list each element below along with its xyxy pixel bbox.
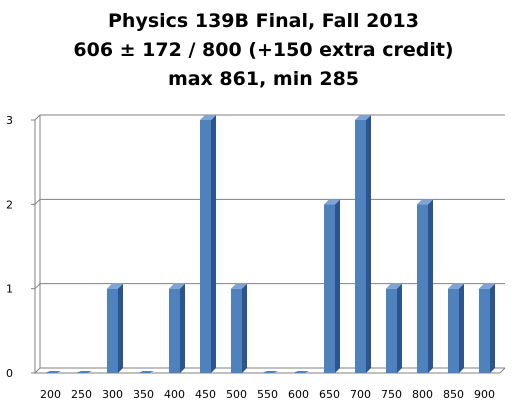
bar-flat-250 bbox=[76, 371, 92, 373]
y-tick-label: 1 bbox=[6, 283, 13, 296]
x-tick-labels: 200 250 300 350 400 450 500 550 600 650 700 750 800 8… bbox=[40, 388, 495, 401]
bar-top-850 bbox=[448, 283, 464, 289]
bar-flat-200 bbox=[45, 371, 61, 373]
bar-side-400 bbox=[180, 283, 185, 373]
y-tick-label: 2 bbox=[6, 198, 13, 211]
y-tick-label: 3 bbox=[6, 114, 13, 127]
axes bbox=[31, 115, 506, 374]
bar-500 bbox=[231, 283, 247, 373]
bar-top-700 bbox=[355, 115, 371, 120]
bar-750 bbox=[386, 283, 402, 373]
gridline-join-2 bbox=[34, 198, 41, 205]
bar-350 bbox=[138, 371, 154, 373]
bar-900 bbox=[479, 283, 495, 373]
floor-right-edge bbox=[499, 367, 506, 374]
x-tick-label: 750 bbox=[381, 388, 402, 401]
x-tick-label: 650 bbox=[319, 388, 340, 401]
bar-450 bbox=[200, 115, 216, 373]
x-tick-label: 400 bbox=[164, 388, 185, 401]
x-tick-label: 600 bbox=[288, 388, 309, 401]
bar-front-900 bbox=[479, 288, 490, 373]
y-tick-label: 0 bbox=[6, 367, 13, 380]
bar-side-650 bbox=[335, 199, 340, 373]
bar-side-300 bbox=[118, 283, 123, 373]
bar-side-900 bbox=[490, 283, 495, 373]
x-tick-label: 900 bbox=[474, 388, 495, 401]
bar-front-850 bbox=[448, 288, 459, 373]
y-tick-labels: 0 1 2 3 bbox=[6, 114, 13, 380]
bar-front-750 bbox=[386, 288, 397, 373]
bar-top-300 bbox=[107, 283, 123, 289]
bar-650 bbox=[324, 199, 340, 373]
grid-lines bbox=[34, 114, 505, 374]
bar-200 bbox=[45, 371, 61, 373]
bar-top-750 bbox=[386, 283, 402, 289]
bar-side-500 bbox=[242, 283, 247, 373]
bar-flat-600 bbox=[293, 371, 309, 373]
bar-600 bbox=[293, 371, 309, 373]
bar-850 bbox=[448, 283, 464, 373]
bars bbox=[45, 115, 495, 373]
bar-front-700 bbox=[355, 120, 366, 373]
bar-front-500 bbox=[231, 288, 242, 373]
gridline-join-0 bbox=[34, 367, 41, 374]
bar-250 bbox=[76, 371, 92, 373]
x-tick-label: 700 bbox=[350, 388, 371, 401]
x-tick-label: 200 bbox=[40, 388, 61, 401]
chart-title-line-2: 606 ± 172 / 800 (+150 extra credit) bbox=[73, 39, 454, 61]
bar-top-500 bbox=[231, 283, 247, 289]
bar-front-450 bbox=[200, 120, 211, 373]
bar-front-650 bbox=[324, 204, 335, 373]
x-tick-label: 550 bbox=[257, 388, 278, 401]
gridline-join-3 bbox=[34, 114, 41, 121]
bar-top-800 bbox=[417, 199, 433, 205]
bar-side-700 bbox=[366, 115, 371, 373]
bar-top-900 bbox=[479, 283, 495, 289]
bar-side-750 bbox=[397, 283, 402, 373]
bar-front-800 bbox=[417, 204, 428, 373]
bar-side-450 bbox=[211, 115, 216, 373]
bar-front-300 bbox=[107, 288, 118, 373]
bar-top-450 bbox=[200, 115, 216, 120]
x-tick-label: 500 bbox=[226, 388, 247, 401]
chart-title-line-1: Physics 139B Final, Fall 2013 bbox=[108, 10, 419, 32]
x-tick-label: 300 bbox=[102, 388, 123, 401]
bar-flat-550 bbox=[262, 371, 278, 373]
bar-300 bbox=[107, 283, 123, 373]
bar-side-850 bbox=[459, 283, 464, 373]
bar-400 bbox=[169, 283, 185, 373]
bar-flat-350 bbox=[138, 371, 154, 373]
bar-800 bbox=[417, 199, 433, 373]
bar-front-400 bbox=[169, 288, 180, 373]
bar-top-400 bbox=[169, 283, 185, 289]
x-tick-label: 800 bbox=[412, 388, 433, 401]
gridline-join-1 bbox=[34, 283, 41, 290]
x-tick-label: 250 bbox=[71, 388, 92, 401]
x-tick-label: 850 bbox=[443, 388, 464, 401]
x-tick-label: 350 bbox=[133, 388, 154, 401]
bar-top-650 bbox=[324, 199, 340, 205]
chart-title-line-3: max 861, min 285 bbox=[167, 68, 360, 90]
bar-700 bbox=[355, 115, 371, 373]
bar-side-800 bbox=[428, 199, 433, 373]
x-tick-label: 450 bbox=[195, 388, 216, 401]
bar-550 bbox=[262, 371, 278, 373]
